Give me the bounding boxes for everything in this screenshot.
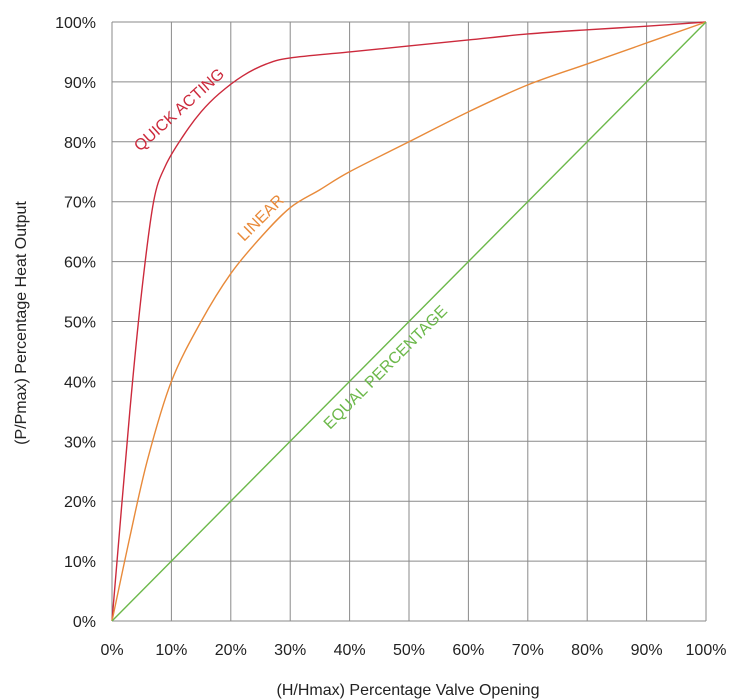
y-tick-label: 50% xyxy=(64,315,96,332)
series-line-equal-percentage xyxy=(111,21,707,622)
y-tick-label: 0% xyxy=(73,614,96,631)
x-tick-label: 10% xyxy=(155,642,187,659)
y-tick-label: 80% xyxy=(64,135,96,152)
y-tick-label: 20% xyxy=(64,494,96,511)
y-tick-label: 90% xyxy=(64,75,96,92)
x-tick-label: 80% xyxy=(571,642,603,659)
equal-percentage-label: EQUAL PERCENTAGE xyxy=(321,303,451,433)
y-tick-label: 40% xyxy=(64,374,96,391)
x-tick-label: 60% xyxy=(452,642,484,659)
y-tick-labels: 0% 10% 20% 30% 40% 50% 60% 70% 80% 90% 100% xyxy=(55,15,96,631)
x-axis-title: (H/Hmax) Percentage Valve Opening xyxy=(277,682,540,699)
x-tick-label: 40% xyxy=(334,642,366,659)
y-tick-label: 10% xyxy=(64,554,96,571)
x-tick-label: 0% xyxy=(100,642,123,659)
x-tick-label: 100% xyxy=(686,642,727,659)
x-tick-labels: 0% 10% 20% 30% 40% 50% 60% 70% 80% 90% 100% xyxy=(100,642,726,659)
x-tick-label: 30% xyxy=(274,642,306,659)
y-tick-label: 100% xyxy=(55,15,96,32)
grid xyxy=(111,21,707,622)
y-tick-label: 70% xyxy=(64,195,96,212)
x-tick-label: 50% xyxy=(393,642,425,659)
y-axis-title: (P/Pmax) Percentage Heat Output xyxy=(13,201,30,445)
x-tick-label: 90% xyxy=(631,642,663,659)
y-tick-label: 30% xyxy=(64,434,96,451)
series-line-quick-acting xyxy=(111,21,707,622)
y-tick-label: 60% xyxy=(64,255,96,272)
x-tick-label: 20% xyxy=(215,642,247,659)
series-lines xyxy=(111,21,707,622)
x-tick-label: 70% xyxy=(512,642,544,659)
series-line-linear xyxy=(111,21,707,622)
